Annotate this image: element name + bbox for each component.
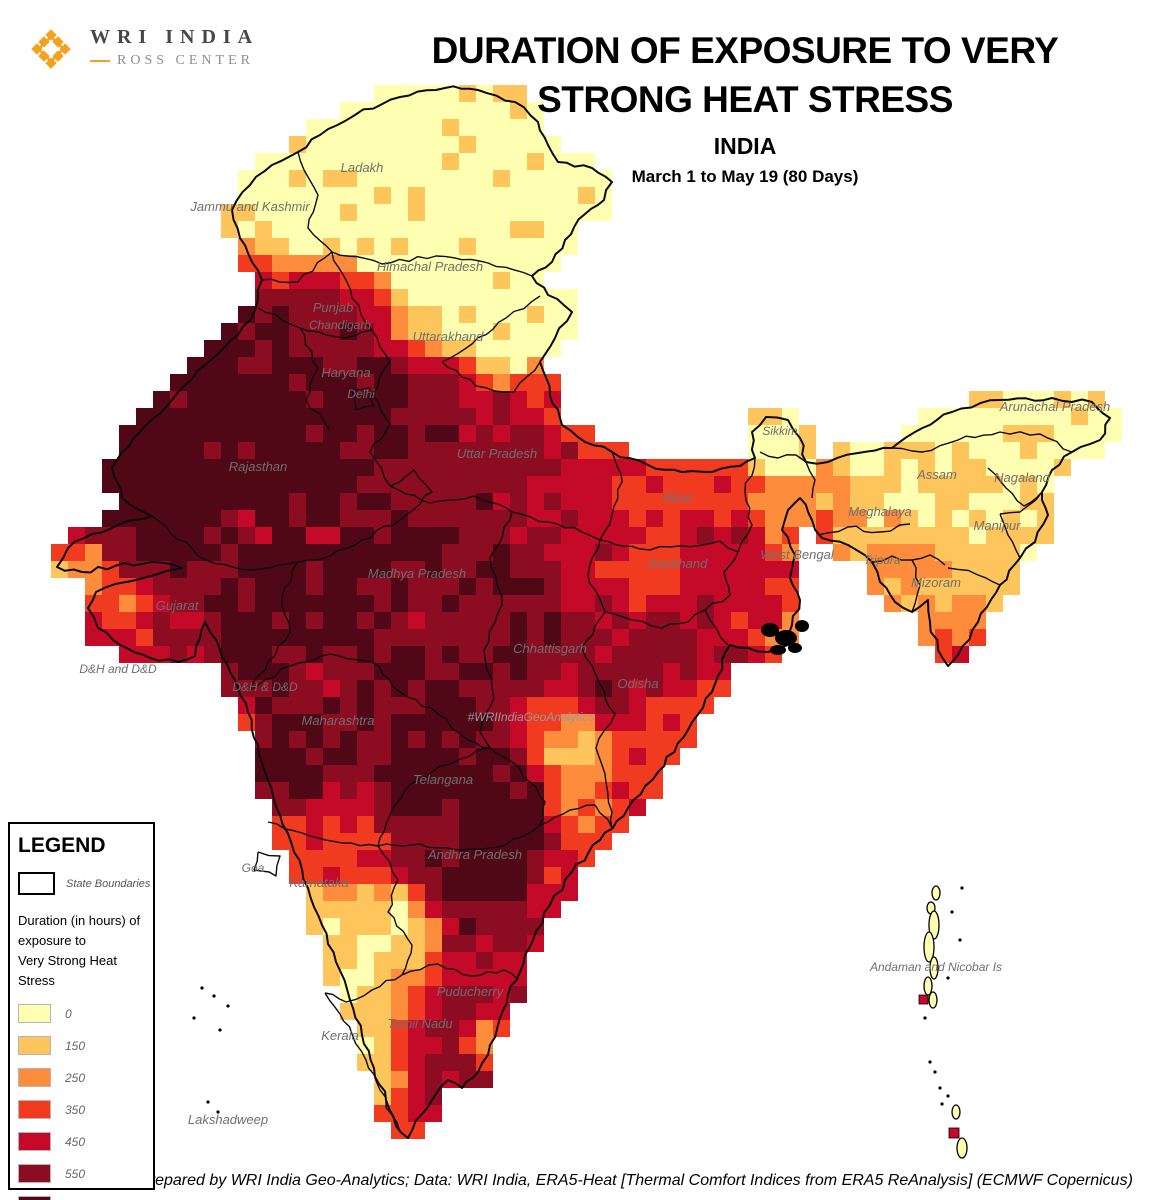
state-label: Nagaland [994, 470, 1050, 485]
state-label: Telangana [413, 772, 473, 787]
legend-class-value: 650 [65, 1199, 85, 1200]
state-label: Jharkhand [646, 556, 708, 571]
state-label: Arunachal Pradesh [999, 399, 1111, 414]
logo-sub-name: ROSS CENTER [90, 53, 259, 69]
legend-class-row: 550 [18, 1164, 153, 1183]
state-label: Bihar [663, 490, 694, 505]
legend-class-swatch [18, 1004, 51, 1023]
state-label: Kerala [321, 1028, 359, 1043]
state-label: Meghalaya [848, 504, 912, 519]
legend-class-row: 150 [18, 1036, 153, 1055]
legend-class-row: 650 [18, 1196, 153, 1200]
state-label: Sikkim [762, 424, 797, 438]
legend-class-swatch [18, 1164, 51, 1183]
state-boundary-swatch [18, 872, 55, 895]
legend-class-swatch [18, 1132, 51, 1151]
legend-class-row: 250 [18, 1068, 153, 1087]
geo-analytics-watermark: #WRIIndiaGeoAnalytics [468, 710, 595, 724]
legend-class-swatch [18, 1068, 51, 1087]
state-label: Gujarat [156, 598, 200, 613]
state-label: Madhya Pradesh [368, 566, 466, 581]
state-label: Andaman and Nicobar Is [869, 960, 1002, 974]
map-region: INDIA [713, 133, 777, 159]
nicobar-islands [928, 1060, 968, 1159]
legend-class-swatch [18, 1036, 51, 1055]
state-label: Uttar Pradesh [457, 446, 537, 461]
legend-panel: LEGEND State Boundaries Duration (in hou… [8, 822, 155, 1200]
legend-class-value: 450 [65, 1134, 86, 1149]
state-label: Rajasthan [229, 459, 288, 474]
legend-class-row: 450 [18, 1132, 153, 1151]
legend-class-swatch [18, 1100, 51, 1119]
legend-boundary-row: State Boundaries [18, 872, 153, 895]
state-label: Himachal Pradesh [377, 259, 483, 274]
state-label: Jammu and Kashmir [189, 199, 310, 214]
map-title-line2: STRONG HEAT STRESS [537, 79, 953, 120]
state-label: Odisha [617, 676, 658, 691]
legend-scale-title: Duration (in hours) of exposure to Very St… [18, 913, 141, 988]
state-label: Tripura [863, 553, 900, 567]
india-outline [56, 85, 1111, 1139]
state-label: Punjab [313, 300, 353, 315]
state-label: Mizoram [911, 575, 961, 590]
legend-class-row: 350 [18, 1100, 153, 1119]
map-title-block: DURATION OF EXPOSURE TO VERY STRONG HEAT… [370, 26, 1120, 187]
lakshadweep-islands [192, 986, 230, 1114]
state-label: D&H and D&D [79, 662, 157, 676]
state-labels: Ladakh Jammu and Kashmir Himachal Pradesh P… [79, 160, 1110, 1127]
state-label: Delhi [347, 387, 375, 401]
state-label: Lakshadweep [188, 1112, 268, 1127]
state-label: West Bengal [760, 547, 835, 562]
state-label: Uttarakhand [413, 329, 485, 344]
state-label: Manipur [974, 518, 1022, 533]
state-label: Puducherry [437, 984, 505, 999]
state-label: Goa [242, 861, 265, 875]
state-label: Karnataka [289, 875, 348, 890]
state-label: Assam [916, 467, 957, 482]
state-label: Chandigarh [309, 318, 371, 332]
state-boundaries [151, 151, 1073, 1133]
legend-class-value: 250 [65, 1070, 86, 1085]
legend-class-value: 150 [65, 1038, 86, 1053]
legend-classes: 0 150 250 350 450 550 650 [10, 1004, 153, 1200]
legend-title: LEGEND [18, 834, 106, 857]
sundarbans-delta [761, 620, 809, 655]
legend-class-value: 350 [65, 1102, 86, 1117]
map-period: March 1 to May 19 (80 Days) [631, 167, 859, 186]
logo-org-name: WRI INDIA [90, 26, 260, 48]
state-label: Tamil Nadu [387, 1016, 452, 1031]
state-label: Haryana [321, 365, 370, 380]
heat-raster [51, 85, 1122, 1139]
logo-dash [90, 60, 110, 62]
legend-class-value: 0 [65, 1006, 72, 1021]
wri-logo: WRI INDIA ROSS CENTER [28, 26, 259, 72]
state-label: Chhattisgarh [513, 641, 587, 656]
legend-class-value: 550 [65, 1166, 86, 1181]
state-boundary-label: State Boundaries [66, 877, 151, 890]
map-title-line1: DURATION OF EXPOSURE TO VERY [431, 30, 1059, 71]
state-label: Maharashtra [302, 713, 375, 728]
andaman-islands [918, 885, 964, 1020]
attribution-text: Prepared by WRI India Geo-Analytics; Dat… [139, 1172, 1133, 1189]
legend-class-row: 0 [18, 1004, 153, 1023]
state-label: Ladakh [341, 160, 384, 175]
legend-class-swatch [18, 1196, 51, 1200]
state-label: Andhra Pradesh [427, 847, 522, 862]
wri-woven-diamond-icon [31, 29, 71, 69]
state-label: D&H & D&D [232, 680, 298, 694]
